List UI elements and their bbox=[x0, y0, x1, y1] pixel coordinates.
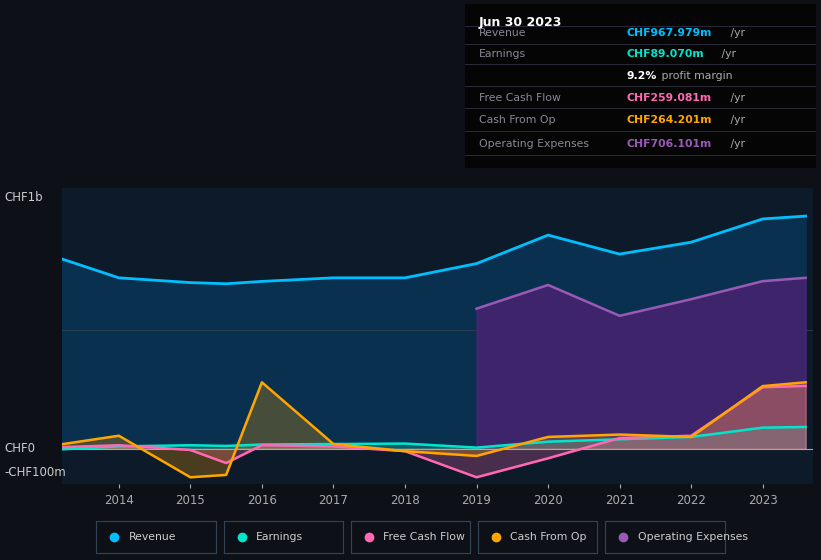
Text: Revenue: Revenue bbox=[479, 28, 526, 38]
Text: CHF967.979m: CHF967.979m bbox=[626, 28, 712, 38]
Text: CHF706.101m: CHF706.101m bbox=[626, 139, 712, 150]
Text: /yr: /yr bbox=[727, 115, 745, 125]
Text: Operating Expenses: Operating Expenses bbox=[638, 532, 748, 542]
Text: CHF264.201m: CHF264.201m bbox=[626, 115, 712, 125]
Text: CHF89.070m: CHF89.070m bbox=[626, 49, 704, 59]
Text: /yr: /yr bbox=[727, 28, 745, 38]
Text: /yr: /yr bbox=[727, 139, 745, 150]
Text: /yr: /yr bbox=[718, 49, 736, 59]
Text: Earnings: Earnings bbox=[256, 532, 303, 542]
Text: Cash From Op: Cash From Op bbox=[479, 115, 555, 125]
Text: -CHF100m: -CHF100m bbox=[4, 466, 66, 479]
Text: Cash From Op: Cash From Op bbox=[511, 532, 587, 542]
Text: profit margin: profit margin bbox=[658, 71, 732, 81]
Text: CHF1b: CHF1b bbox=[4, 190, 43, 204]
Text: CHF0: CHF0 bbox=[4, 442, 35, 455]
Text: Free Cash Flow: Free Cash Flow bbox=[383, 532, 465, 542]
Text: Operating Expenses: Operating Expenses bbox=[479, 139, 589, 150]
Text: Earnings: Earnings bbox=[479, 49, 526, 59]
Text: CHF259.081m: CHF259.081m bbox=[626, 93, 712, 102]
Text: Jun 30 2023: Jun 30 2023 bbox=[479, 16, 562, 29]
Text: Free Cash Flow: Free Cash Flow bbox=[479, 93, 561, 102]
Text: 9.2%: 9.2% bbox=[626, 71, 657, 81]
Text: /yr: /yr bbox=[727, 93, 745, 102]
Text: Revenue: Revenue bbox=[129, 532, 177, 542]
